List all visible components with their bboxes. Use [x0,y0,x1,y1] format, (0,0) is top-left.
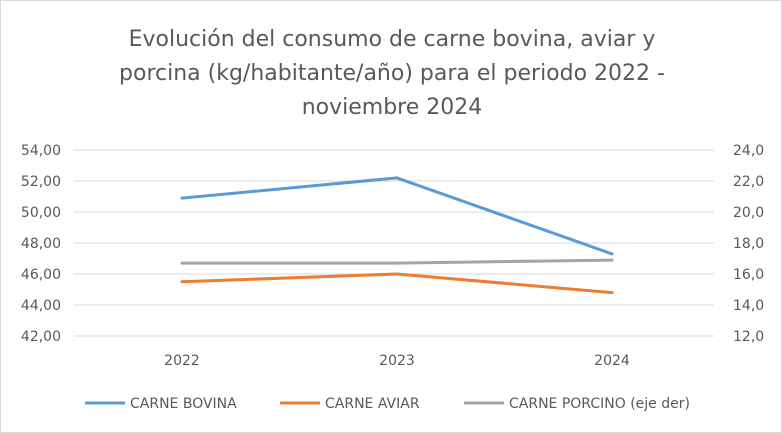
x-tick-label: 2024 [594,353,630,369]
y-left-tick-label: 54,00 [21,143,61,159]
y-right-tick-label: 16,0 [733,267,764,283]
y-left-tick-label: 46,00 [21,267,61,283]
series-lines [180,176,614,295]
y-left-tick-label: 52,00 [21,174,61,190]
y-right-tick-label: 24,0 [733,143,764,159]
y-right-tick-label: 18,0 [733,236,764,252]
y-right-tick-label: 22,0 [733,174,764,190]
chart-title-line-3: noviembre 2024 [302,95,483,120]
series-line-2 [180,272,614,295]
legend-label: CARNE PORCINO (eje der) [509,396,690,412]
chart-title-line-1: Evolución del consumo de carne bovina, a… [129,27,656,52]
y-left-tick-label: 42,00 [21,329,61,345]
y-left-tick-label: 44,00 [21,298,61,314]
y-axis-left: 42,00 44,00 46,00 48,00 50,00 52,00 54,00 [21,143,61,345]
chart-title: Evolución del consumo de carne bovina, a… [119,27,665,120]
y-right-tick-label: 12,0 [733,329,764,345]
series-line-3 [180,258,614,265]
x-axis: 2022 2023 2024 [164,353,630,369]
x-tick-label: 2023 [379,353,415,369]
y-axis-right: 12,0 14,0 16,0 18,0 20,0 22,0 24,0 [733,143,764,345]
legend-label: CARNE BOVINA [130,396,237,412]
x-tick-label: 2022 [164,353,200,369]
legend-label: CARNE AVIAR [325,396,420,412]
y-right-tick-label: 14,0 [733,298,764,314]
chart-title-line-2: porcina (kg/habitante/año) para el perio… [119,61,665,86]
series-line-1 [180,176,614,256]
legend: CARNE BOVINA CARNE AVIAR CARNE PORCINO (ej… [85,396,690,412]
y-right-tick-label: 20,0 [733,205,764,221]
y-left-tick-label: 48,00 [21,236,61,252]
y-left-tick-label: 50,00 [21,205,61,221]
